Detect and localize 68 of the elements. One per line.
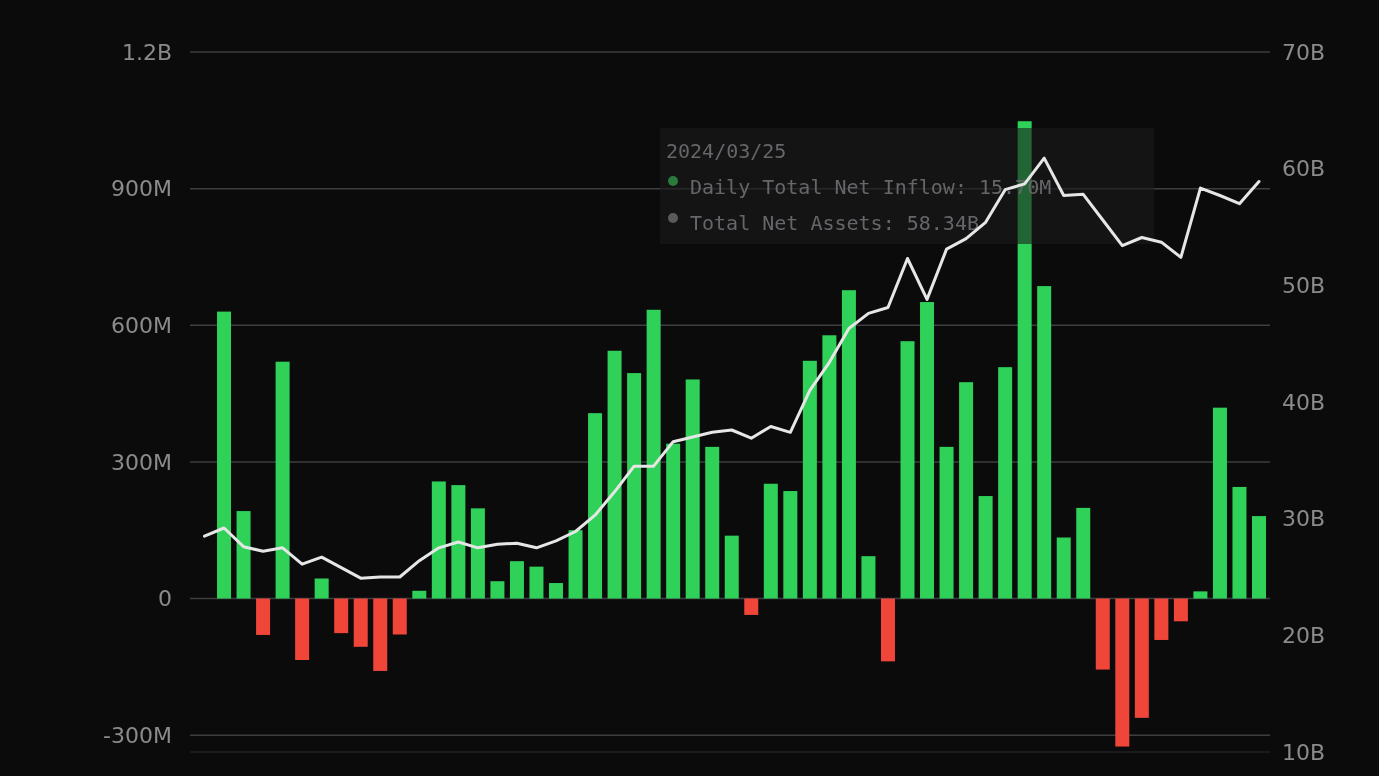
bar <box>236 511 251 599</box>
y2-tick-label: 70B <box>1282 39 1326 65</box>
bar <box>763 483 778 599</box>
y2-tick-label: 20B <box>1282 623 1326 649</box>
bar <box>1076 507 1091 599</box>
bar <box>959 382 974 599</box>
bar <box>588 413 603 599</box>
bar <box>1056 537 1071 599</box>
bar <box>509 561 524 599</box>
bar <box>646 309 661 599</box>
annotation: Total Net Assets: 58.34B <box>690 211 979 235</box>
bar <box>1232 486 1247 599</box>
bar <box>470 508 485 599</box>
y-tick-label: 0 <box>158 586 172 612</box>
bar <box>666 443 681 599</box>
bar <box>334 598 349 634</box>
bar <box>314 578 329 599</box>
bar <box>275 361 290 599</box>
bar <box>373 598 388 671</box>
y-tick-label: 900M <box>111 176 172 202</box>
bar <box>920 302 935 599</box>
bar <box>217 311 232 599</box>
bar <box>529 566 544 599</box>
bar <box>822 335 837 599</box>
y-tick-label: 300M <box>111 449 172 475</box>
bar <box>549 583 563 599</box>
bar <box>1193 591 1208 599</box>
bar <box>412 590 427 599</box>
bar <box>1154 598 1169 640</box>
y2-tick-label: 50B <box>1282 273 1326 299</box>
bar <box>939 446 954 599</box>
bar <box>1173 598 1188 622</box>
y2-tick-label: 30B <box>1282 506 1326 532</box>
y2-tick-label: 40B <box>1282 389 1326 415</box>
y-tick-label: 600M <box>111 312 172 338</box>
bar <box>880 598 895 662</box>
bar <box>1115 598 1130 747</box>
bar <box>1037 286 1052 599</box>
bar <box>490 581 505 599</box>
y2-tick-label: 10B <box>1282 739 1326 765</box>
bar <box>451 485 466 599</box>
bar <box>861 556 876 599</box>
bar <box>295 598 310 660</box>
bar <box>1095 598 1110 670</box>
bar <box>783 491 798 599</box>
bar <box>431 481 446 599</box>
bar <box>392 598 407 635</box>
bar <box>607 350 622 599</box>
bar <box>568 530 583 599</box>
y-tick-label: 1.2B <box>121 39 172 65</box>
bar <box>802 360 817 599</box>
bar <box>256 598 271 635</box>
bar <box>1252 516 1266 599</box>
y-tick-label: -300M <box>103 722 172 748</box>
bar <box>998 367 1013 599</box>
bar <box>353 598 368 647</box>
y2-tick-label: 60B <box>1282 156 1326 182</box>
bar <box>900 341 915 599</box>
bar <box>841 290 856 599</box>
bar <box>1134 598 1149 718</box>
bar <box>744 598 759 615</box>
bar <box>1212 407 1227 599</box>
bar <box>705 446 720 599</box>
bar <box>685 379 700 599</box>
bar <box>978 496 993 599</box>
annotation: 2024/03/25 <box>666 139 787 163</box>
bar <box>627 373 642 599</box>
bar <box>724 535 739 599</box>
